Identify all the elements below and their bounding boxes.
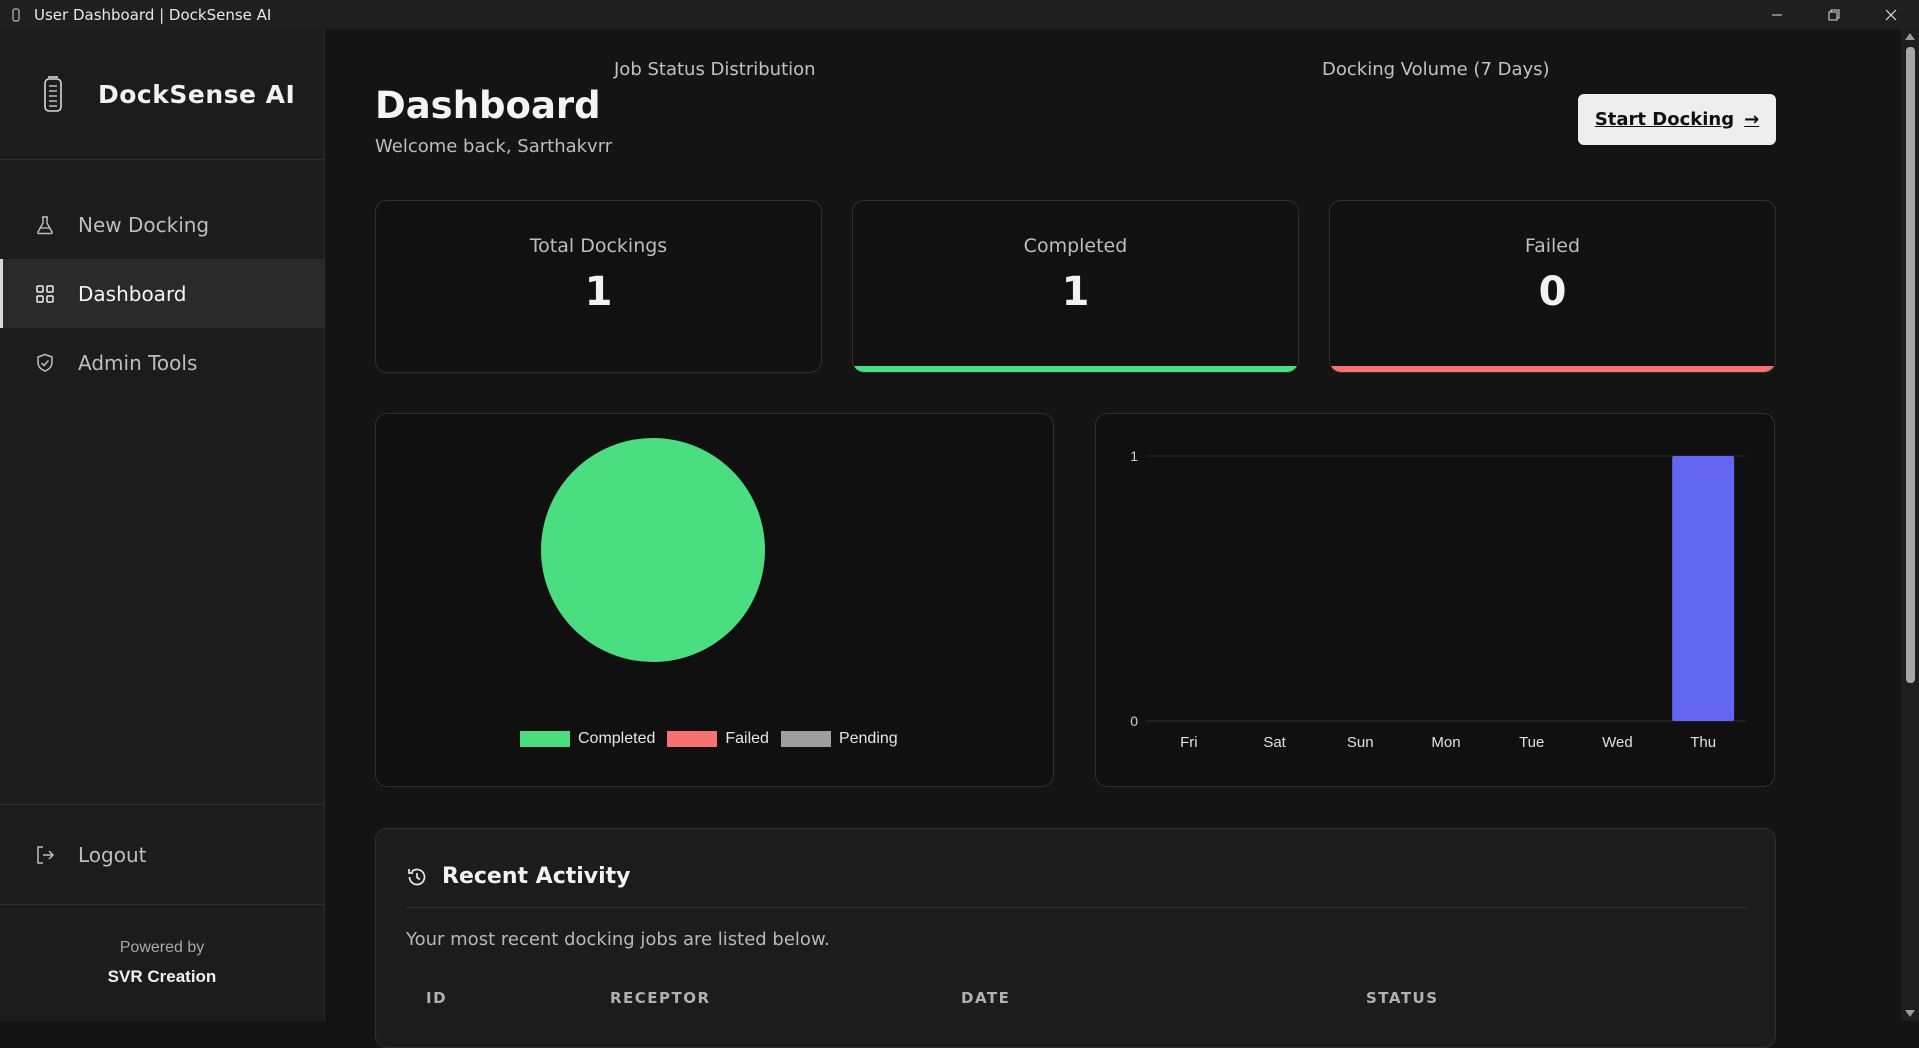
sidebar-item-admin-tools[interactable]: Admin Tools [0,328,324,397]
arrow-right-icon: → [1744,109,1760,130]
window-titlebar: User Dashboard | DockSense AI [0,0,1919,29]
column-header-id[interactable]: ID [426,989,448,1007]
sidebar-item-dashboard[interactable]: Dashboard [0,259,324,328]
stat-value: 1 [584,269,613,315]
legend-swatch [780,731,831,747]
main-content: Dashboard Welcome back, Sarthakvrr Job S… [326,29,1901,1048]
column-header-status[interactable]: STATUS [1366,989,1439,1007]
x-tick-label: Fri [1180,734,1198,751]
flask-icon [34,214,56,236]
sidebar-item-label: Admin Tools [78,350,198,375]
x-tick-label: Sun [1347,734,1374,751]
stat-value: 0 [1538,269,1567,315]
start-docking-button[interactable]: Start Docking → [1578,94,1776,145]
recent-activity-card: Recent Activity Your most recent docking… [375,828,1776,1048]
pie-chart-title: Job Status Distribution [614,59,816,80]
legend-label: Completed [578,730,656,747]
start-docking-label: Start Docking [1594,109,1735,130]
legend-label: Failed [725,730,769,747]
stat-value: 1 [1061,269,1090,315]
scroll-up-arrow-icon[interactable] [1905,33,1915,40]
x-tick-label: Wed [1602,734,1633,751]
sidebar-footer: Powered by SVR Creation [0,904,324,1021]
history-icon [408,868,426,885]
column-header-date[interactable]: DATE [961,989,1011,1007]
sidebar-nav: New Docking Dashboard Admin Tools [0,190,324,397]
legend-item[interactable]: Failed [667,730,769,748]
column-header-receptor[interactable]: RECEPTOR [610,989,711,1007]
stat-label: Failed [1524,235,1581,257]
sidebar: DockSense AI New Docking Dashboard Admin… [0,29,325,1021]
scrollbar-thumb[interactable] [1906,47,1915,683]
recent-activity-title: Recent Activity [442,864,631,889]
pie-chart [541,438,765,662]
recent-activity-description: Your most recent docking jobs are listed… [406,929,830,950]
minimize-icon [1771,14,1782,15]
x-tick-label: Mon [1431,734,1460,751]
legend-label: Pending [838,730,898,747]
minimize-button[interactable] [1748,0,1805,29]
app-icon [12,7,20,22]
stat-accent-bar [853,366,1298,372]
pie-chart-panel: Completed Failed Pending [375,413,1054,787]
legend-item[interactable]: Pending [780,730,898,748]
y-tick-label: 1 [1130,448,1138,464]
legend-swatch [520,731,570,747]
grid-icon [34,283,56,305]
restore-icon [1828,9,1839,20]
bar-thu[interactable] [1672,456,1735,721]
bar-chart-title: Docking Volume (7 Days) [1322,59,1550,80]
y-tick-label: 0 [1130,713,1138,729]
stat-card-completed: Completed 1 [852,200,1299,373]
pie-slice-completed[interactable] [541,438,765,662]
brand[interactable]: DockSense AI [0,29,324,160]
sidebar-item-new-docking[interactable]: New Docking [0,190,324,259]
page-title: Dashboard [375,84,601,127]
powered-by-label: Powered by [119,939,205,956]
stat-label: Completed [1023,235,1128,257]
close-button[interactable] [1862,0,1919,29]
legend-swatch [667,731,718,747]
maker-name: SVR Creation [107,967,217,986]
pie-legend: Completed Failed Pending [520,730,910,748]
bar-chart-panel: 0 1 Fri Sat Sun Mon Tue Wed Thu [1095,413,1775,787]
logout-button[interactable]: Logout [0,820,324,889]
stat-accent-bar [1330,366,1775,372]
stat-card-failed: Failed 0 [1329,200,1776,373]
bar-chart: 0 1 Fri Sat Sun Mon Tue Wed Thu [1130,448,1746,751]
scroll-down-arrow-icon[interactable] [1905,1010,1915,1017]
x-tick-label: Tue [1519,734,1544,751]
window-title: User Dashboard | DockSense AI [34,5,272,24]
stat-label: Total Dockings [529,235,668,257]
logout-icon [34,844,56,866]
welcome-text: Welcome back, Sarthakvrr [375,136,613,157]
legend-item[interactable]: Completed [520,730,655,748]
x-tick-label: Sat [1263,734,1286,751]
shield-check-icon [34,352,56,374]
restore-button[interactable] [1805,0,1862,29]
sidebar-item-label: Dashboard [78,281,187,306]
stat-card-total: Total Dockings 1 [375,200,822,373]
brand-name: DockSense AI [98,79,296,109]
divider [406,907,1747,908]
docksense-logo-icon [44,76,62,112]
page-scrollbar[interactable] [1901,29,1919,1021]
sidebar-item-label: New Docking [78,212,210,237]
logout-label: Logout [78,842,147,867]
close-icon [1885,9,1896,20]
x-tick-label: Thu [1690,734,1716,751]
